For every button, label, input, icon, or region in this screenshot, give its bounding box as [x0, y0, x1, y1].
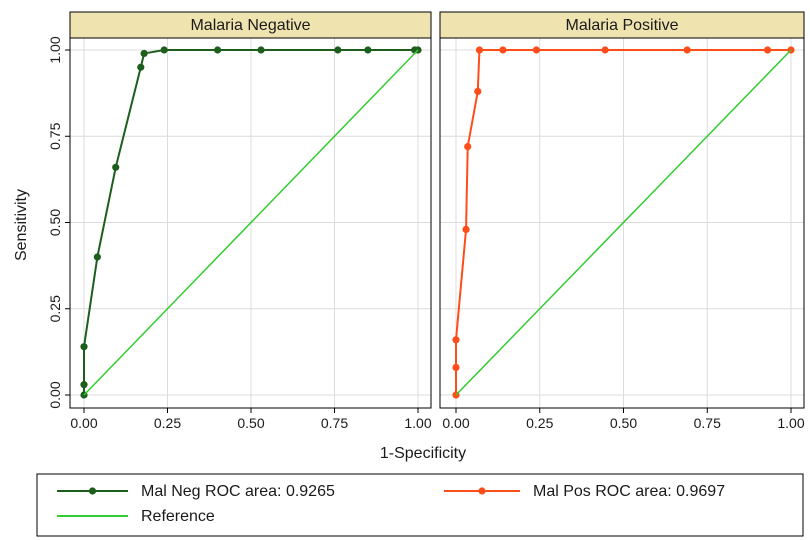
x-tick-label: 1.00	[404, 415, 431, 431]
roc-point-neg	[112, 163, 120, 171]
legend-marker-pos	[478, 487, 486, 495]
y-tick-label: 0.75	[47, 122, 63, 149]
roc-point-pos	[532, 46, 541, 54]
y-tick-label: 0.25	[47, 295, 63, 322]
legend-label-reference: Reference	[141, 508, 215, 525]
reference-line	[455, 49, 792, 396]
panel-strip	[69, 11, 432, 39]
roc-point-pos	[474, 87, 482, 95]
panel-2: Malaria Positive 0.00 0.25 0.50 0.75 1.00	[439, 11, 805, 431]
roc-point-pos	[763, 46, 772, 54]
roc-point-neg	[80, 381, 88, 389]
roc-line-neg	[83, 49, 418, 395]
roc-point-neg	[93, 253, 101, 261]
plot-border	[439, 37, 805, 409]
panel-title: Malaria Positive	[566, 17, 679, 34]
roc-point-pos	[452, 363, 460, 371]
roc-point-neg	[334, 46, 342, 54]
x-tick-label: 0.50	[610, 415, 637, 431]
panel-1: Malaria Negative 0.00 0.25 0.50 0.75 1.00 0.00…	[47, 11, 432, 431]
x-tick-label: 0.75	[694, 415, 721, 431]
x-tick-label: 1.00	[777, 415, 804, 431]
y-tick-label: 1.00	[47, 36, 63, 63]
reference-line	[83, 49, 419, 396]
legend-marker-neg	[88, 487, 97, 495]
x-tick-label: 0.00	[70, 415, 97, 431]
roc-point-neg	[80, 343, 88, 351]
y-tick-label: 0.50	[47, 209, 63, 236]
roc-point-pos	[683, 46, 691, 54]
legend-label-pos: Mal Pos ROC area: 0.9697	[533, 483, 725, 500]
y-tick-label: 0.00	[47, 381, 63, 408]
y-axis-title: Sensitivity	[13, 189, 30, 261]
roc-point-pos	[475, 46, 484, 54]
x-tick-label: 0.75	[321, 415, 348, 431]
legend: Mal Neg ROC area: 0.9265 Mal Pos ROC area…	[36, 473, 804, 537]
roc-point-neg	[160, 46, 168, 54]
roc-point-neg	[364, 46, 372, 54]
panels: Malaria Negative 0.00 0.25 0.50 0.75 1.00 0.00…	[47, 11, 805, 431]
panel-strip	[439, 11, 805, 39]
roc-point-neg	[257, 46, 265, 54]
legend-box	[36, 473, 804, 537]
roc-point-pos	[452, 336, 460, 344]
x-axis-title: 1-Specificity	[380, 445, 466, 462]
roc-point-neg	[214, 46, 222, 54]
x-tick-label: 0.25	[526, 415, 553, 431]
roc-point-pos	[499, 46, 507, 54]
x-tick-label: 0.00	[442, 415, 469, 431]
panel-title: Malaria Negative	[190, 17, 310, 34]
legend-label-neg: Mal Neg ROC area: 0.9265	[141, 483, 335, 500]
x-tick-label: 0.25	[154, 415, 181, 431]
x-tick-label: 0.50	[237, 415, 264, 431]
roc-point-neg	[137, 63, 145, 71]
roc-point-pos	[462, 225, 470, 233]
roc-point-neg	[140, 49, 148, 58]
roc-point-pos	[464, 143, 472, 151]
roc-point-pos	[601, 46, 609, 54]
